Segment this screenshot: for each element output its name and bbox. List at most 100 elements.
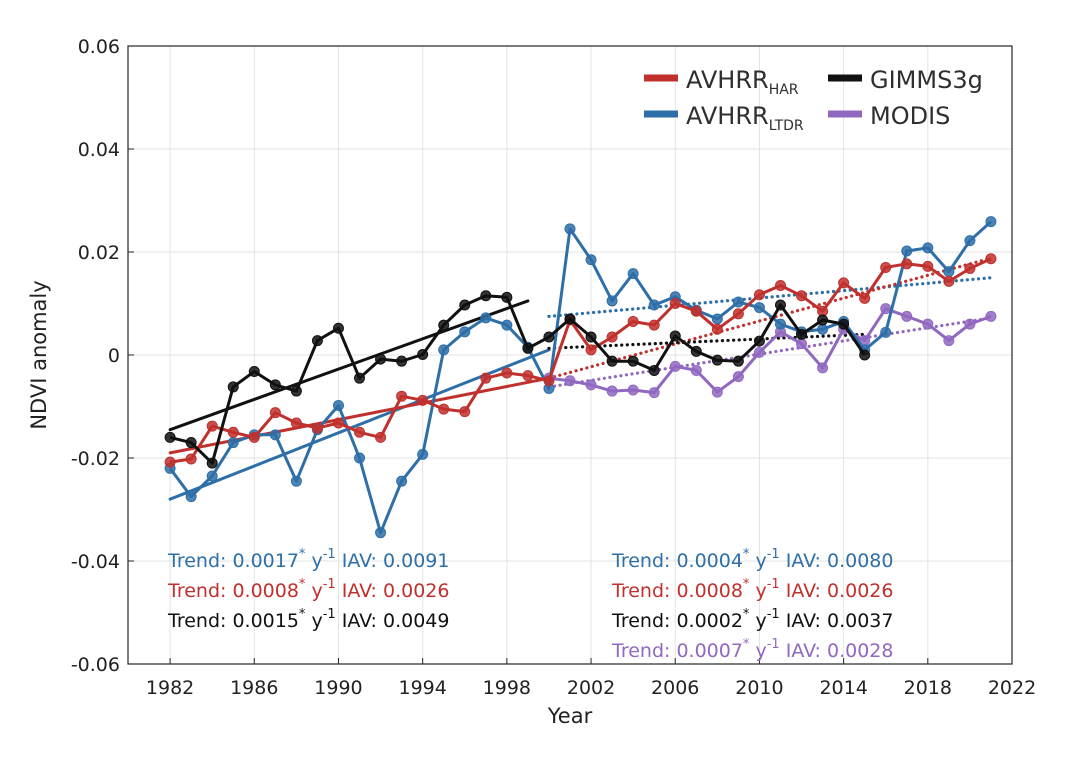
modis-point (585, 379, 597, 391)
modis-right-trend-annotation: Trend: 0.0007* y-1 IAV: 0.0028 (611, 637, 893, 662)
ltdr-point (943, 266, 955, 278)
har-point (522, 370, 534, 382)
gimms-right-trend-annotation: Trend: 0.0002* y-1 IAV: 0.0037 (611, 607, 893, 632)
har-right-trend-annotation: Trend: 0.0008* y-1 IAV: 0.0026 (611, 577, 893, 602)
annotation-iav: IAV: 0.0049 (336, 610, 450, 632)
modis-line (548, 307, 992, 395)
ltdr-point (480, 312, 492, 324)
ltdr-right-trend-annotation: Trend: 0.0004* y-1 IAV: 0.0080 (611, 547, 893, 572)
ltdr-solid-trend-line (168, 348, 551, 501)
ltdr-point (964, 235, 976, 247)
gimms-legend-label: GIMMS3g (870, 66, 983, 94)
modis-point (753, 346, 765, 358)
annotation-unit: y (305, 580, 322, 602)
ltdr-point (648, 299, 660, 311)
gimms-point (269, 379, 281, 391)
har-point (543, 375, 555, 387)
gimms-point (859, 349, 871, 361)
ltdr-point (459, 326, 471, 338)
modis-legend-label: MODIS (870, 102, 950, 130)
y-tick-label: 0.04 (78, 139, 120, 161)
gimms-left-trend-annotation: Trend: 0.0015* y-1 IAV: 0.0049 (167, 607, 449, 632)
har-series (164, 253, 997, 468)
ltdr-point (564, 223, 576, 235)
legend-main-text: AVHRR (686, 66, 769, 94)
annotation-exponent: -1 (767, 637, 780, 652)
har-point (354, 426, 366, 438)
har-point (732, 308, 744, 320)
ltdr-point (901, 245, 913, 257)
ltdr-point (417, 448, 429, 460)
annotation-trend: Trend: 0.0004 (611, 550, 743, 572)
modis-point (901, 310, 913, 322)
har-dotted-trend-line (547, 256, 993, 380)
x-axis-ticks: 1982 1986 1990 1994 1998 2002 2006 2010 2014 2018… (146, 658, 1036, 699)
annotation-iav: IAV: 0.0026 (336, 580, 450, 602)
modis-point (627, 384, 639, 396)
gimms-point (480, 290, 492, 302)
annotation-trend: Trend: 0.0007 (611, 640, 743, 662)
har-point (964, 262, 976, 274)
har-point (185, 453, 197, 465)
annotation-trend: Trend: 0.0008 (611, 580, 743, 602)
ltdr-point (922, 242, 934, 254)
har-point (922, 260, 934, 272)
legend-main-text: GIMMS3g (870, 66, 983, 94)
har-point (753, 289, 765, 301)
gimms-point (774, 299, 786, 311)
har-point (290, 417, 302, 429)
gimms-point (311, 335, 323, 347)
annotation-exponent: -1 (323, 607, 336, 622)
modis-point (985, 310, 997, 322)
har-point (943, 275, 955, 287)
y-axis-label: NDVI anomaly (27, 280, 51, 429)
annotation-unit: y (305, 550, 322, 572)
gimms-series (164, 290, 871, 469)
modis-point (817, 362, 829, 374)
modis-point (648, 387, 660, 399)
gimms-point (817, 314, 829, 326)
ltdr-point (290, 475, 302, 487)
ltdr-point (817, 323, 829, 335)
gimms-dotted-trend-line (547, 332, 867, 350)
gimms-point (185, 437, 197, 449)
modis-point (606, 385, 618, 397)
gimms-point (290, 385, 302, 397)
har-point (859, 292, 871, 304)
har-point (311, 422, 323, 434)
gimms-point (417, 348, 429, 360)
modis-point (711, 386, 723, 398)
annotation-exponent: -1 (323, 547, 336, 562)
ltdr-point (774, 318, 786, 330)
ltdr-series (164, 216, 997, 539)
y-tick-label: 0 (108, 345, 120, 367)
har-point (375, 431, 387, 443)
annotation-iav: IAV: 0.0037 (780, 610, 894, 632)
ltdr-left-trend-annotation: Trend: 0.0017* y-1 IAV: 0.0091 (167, 547, 449, 572)
gimms-point (459, 299, 471, 311)
modis-point (732, 371, 744, 383)
x-tick-label: 2014 (819, 677, 867, 699)
gimms-point (248, 365, 260, 377)
ltdr-point (332, 399, 344, 411)
har-point (711, 323, 723, 335)
ltdr-point (627, 268, 639, 280)
har-point (606, 331, 618, 343)
har-point (206, 420, 218, 432)
gimms-point (396, 355, 408, 367)
annotation-iav: IAV: 0.0091 (336, 550, 450, 572)
ltdr-point (227, 437, 239, 449)
modis-point (669, 360, 681, 372)
y-tick-label: -0.06 (71, 654, 120, 676)
ltdr-point (206, 470, 218, 482)
har-point (459, 406, 471, 418)
ltdr-dotted-trend-line (547, 276, 993, 318)
annotation-iav: IAV: 0.0028 (780, 640, 894, 662)
gimms-point (206, 457, 218, 469)
annotation-trend: Trend: 0.0015 (167, 610, 299, 632)
legend-main-text: MODIS (870, 102, 950, 130)
annotation-exponent: -1 (767, 577, 780, 592)
gimms-point (606, 355, 618, 367)
gimms-point (501, 291, 513, 303)
annotation-significance: * (743, 607, 750, 622)
